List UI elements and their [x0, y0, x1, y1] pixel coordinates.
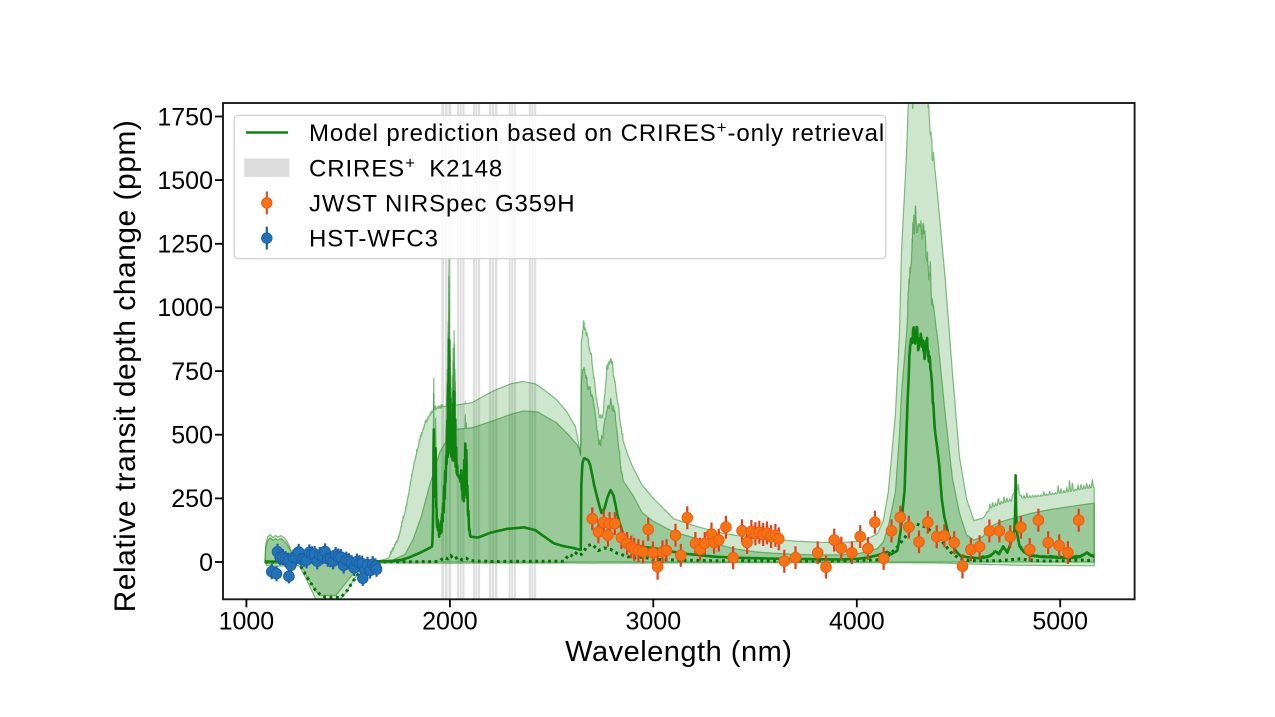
svg-text:4000: 4000 — [829, 607, 885, 635]
svg-text:250: 250 — [171, 485, 213, 513]
svg-text:5000: 5000 — [1032, 607, 1088, 635]
svg-text:JWST NIRSpec G359H: JWST NIRSpec G359H — [309, 191, 576, 218]
svg-text:CRIRES+ K2148: CRIRES+ K2148 — [309, 153, 503, 182]
svg-text:Relative transit depth change: Relative transit depth change (ppm) — [109, 120, 142, 613]
svg-text:Model prediction based on CRIR: Model prediction based on CRIRES+-only r… — [309, 118, 885, 147]
svg-text:3000: 3000 — [625, 607, 681, 635]
svg-text:Wavelength (nm): Wavelength (nm) — [565, 636, 792, 668]
svg-text:HST-WFC3: HST-WFC3 — [309, 226, 439, 253]
svg-text:1500: 1500 — [157, 167, 213, 195]
svg-text:2000: 2000 — [422, 607, 478, 635]
svg-text:1000: 1000 — [157, 294, 213, 322]
svg-text:1000: 1000 — [219, 607, 275, 635]
svg-text:1250: 1250 — [157, 231, 213, 259]
svg-text:500: 500 — [171, 422, 213, 450]
svg-text:0: 0 — [199, 549, 213, 577]
svg-text:750: 750 — [171, 358, 213, 386]
svg-text:1750: 1750 — [157, 103, 213, 131]
